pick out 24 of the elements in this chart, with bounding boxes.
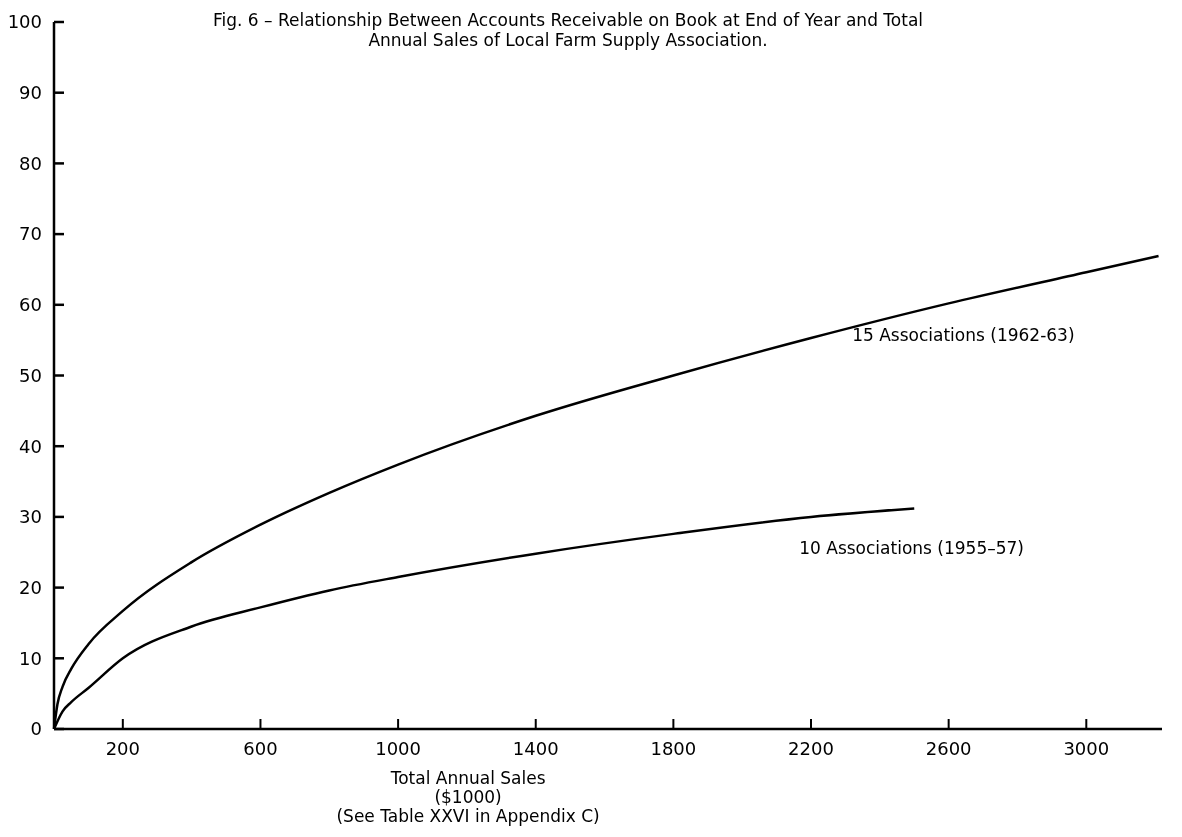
y-tick-label: 70	[19, 223, 42, 245]
x-tick-label: 2600	[925, 738, 972, 759]
y-tick-label: 20	[19, 576, 42, 598]
x-tick-label: 600	[243, 738, 278, 759]
x-tick-label: 1800	[650, 738, 697, 759]
y-tick-label: 10	[19, 647, 42, 669]
y-tick-label: 60	[19, 294, 42, 316]
x-tick-label: 1400	[512, 738, 559, 759]
series-label: 15 Associations (1962-63)	[852, 325, 1075, 346]
y-tick-label: 0	[30, 718, 42, 740]
x-tick-label: 200	[105, 738, 140, 759]
x-tick-label: 3000	[1063, 738, 1110, 759]
x-tick-label: 2200	[788, 738, 834, 759]
x-axis-title: Total Annual Sales ($1000)	[389, 768, 546, 807]
y-tick-label: 90	[19, 82, 42, 103]
x-tick-label: 1000	[375, 738, 422, 759]
series-label: 10 Associations (1955–57)	[799, 538, 1025, 559]
y-tick-label: 100	[7, 11, 42, 33]
y-tick-label: 30	[19, 506, 42, 528]
y-tick-label: 50	[19, 364, 42, 386]
y-tick-label: 80	[19, 152, 42, 174]
text: (See Table XXVI in Appendix C)	[336, 806, 600, 826]
y-tick-label: 40	[19, 435, 42, 457]
chart-title: Fig. 6 – Relationship Between Accounts Receivable on Book at End of Year and Total Annual Sales of Local Farm Supply Association.	[212, 10, 924, 50]
